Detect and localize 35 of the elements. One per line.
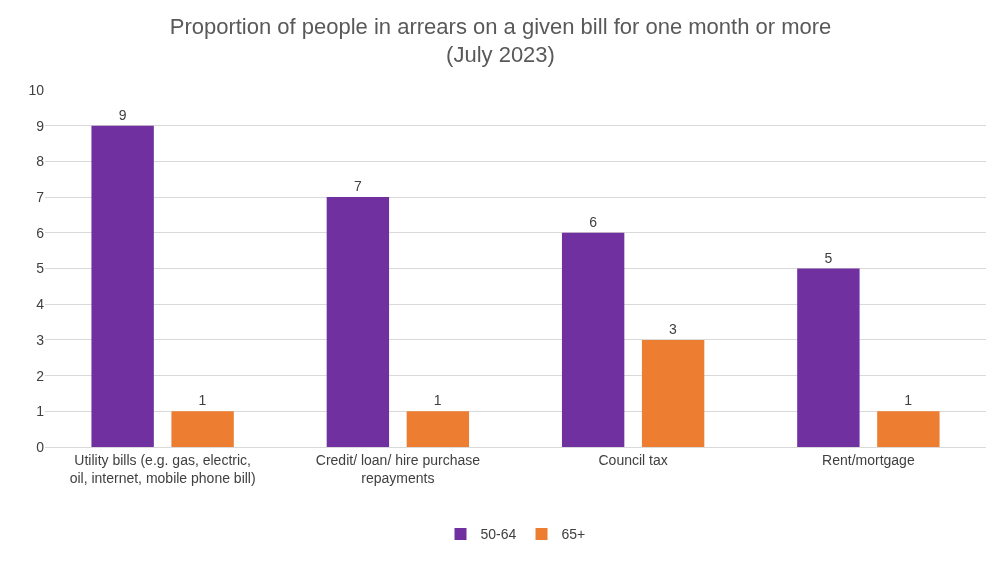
y-tick-label: 6 — [36, 224, 45, 241]
legend-label: 50-64 — [480, 526, 517, 543]
legend-label: 65+ — [561, 526, 586, 543]
data-label: 5 — [824, 249, 833, 266]
y-tick-label: 8 — [36, 153, 45, 170]
x-tick-label: Rent/mortgage — [822, 451, 915, 468]
y-tick-label: 9 — [36, 117, 45, 134]
bar — [326, 197, 390, 447]
y-tick-label: 0 — [36, 438, 45, 455]
data-label: 3 — [669, 320, 678, 337]
y-tick-label: 3 — [36, 331, 45, 348]
y-tick-label: 2 — [36, 367, 45, 384]
data-label: 1 — [198, 392, 207, 409]
y-tick-label: 10 — [28, 81, 45, 98]
bar — [877, 411, 940, 447]
bar — [91, 125, 154, 447]
x-tick-label: Council tax — [598, 451, 668, 468]
bar — [406, 411, 470, 447]
chart-subtitle: (July 2023) — [446, 42, 555, 68]
bar — [641, 339, 705, 447]
data-label: 1 — [904, 392, 913, 409]
data-label: 1 — [433, 392, 442, 409]
chart-title: Proportion of people in arrears on a given bill for one month or more — [169, 13, 832, 39]
y-tick-label: 7 — [36, 189, 45, 205]
bar — [797, 268, 860, 447]
y-tick-label: 5 — [36, 260, 45, 277]
y-tick-label: 1 — [36, 403, 45, 420]
y-tick-label: 4 — [36, 296, 45, 313]
data-label: 9 — [118, 106, 127, 123]
data-label: 7 — [353, 178, 362, 195]
bar — [171, 411, 234, 447]
data-label: 6 — [589, 213, 598, 230]
bar — [561, 232, 625, 447]
x-tick-label: Credit/ loan/ hire purchase repayments — [315, 451, 481, 486]
x-tick-label: Utility bills (e.g. gas, electric, oil, internet, mobile phone bill) — [69, 451, 256, 486]
